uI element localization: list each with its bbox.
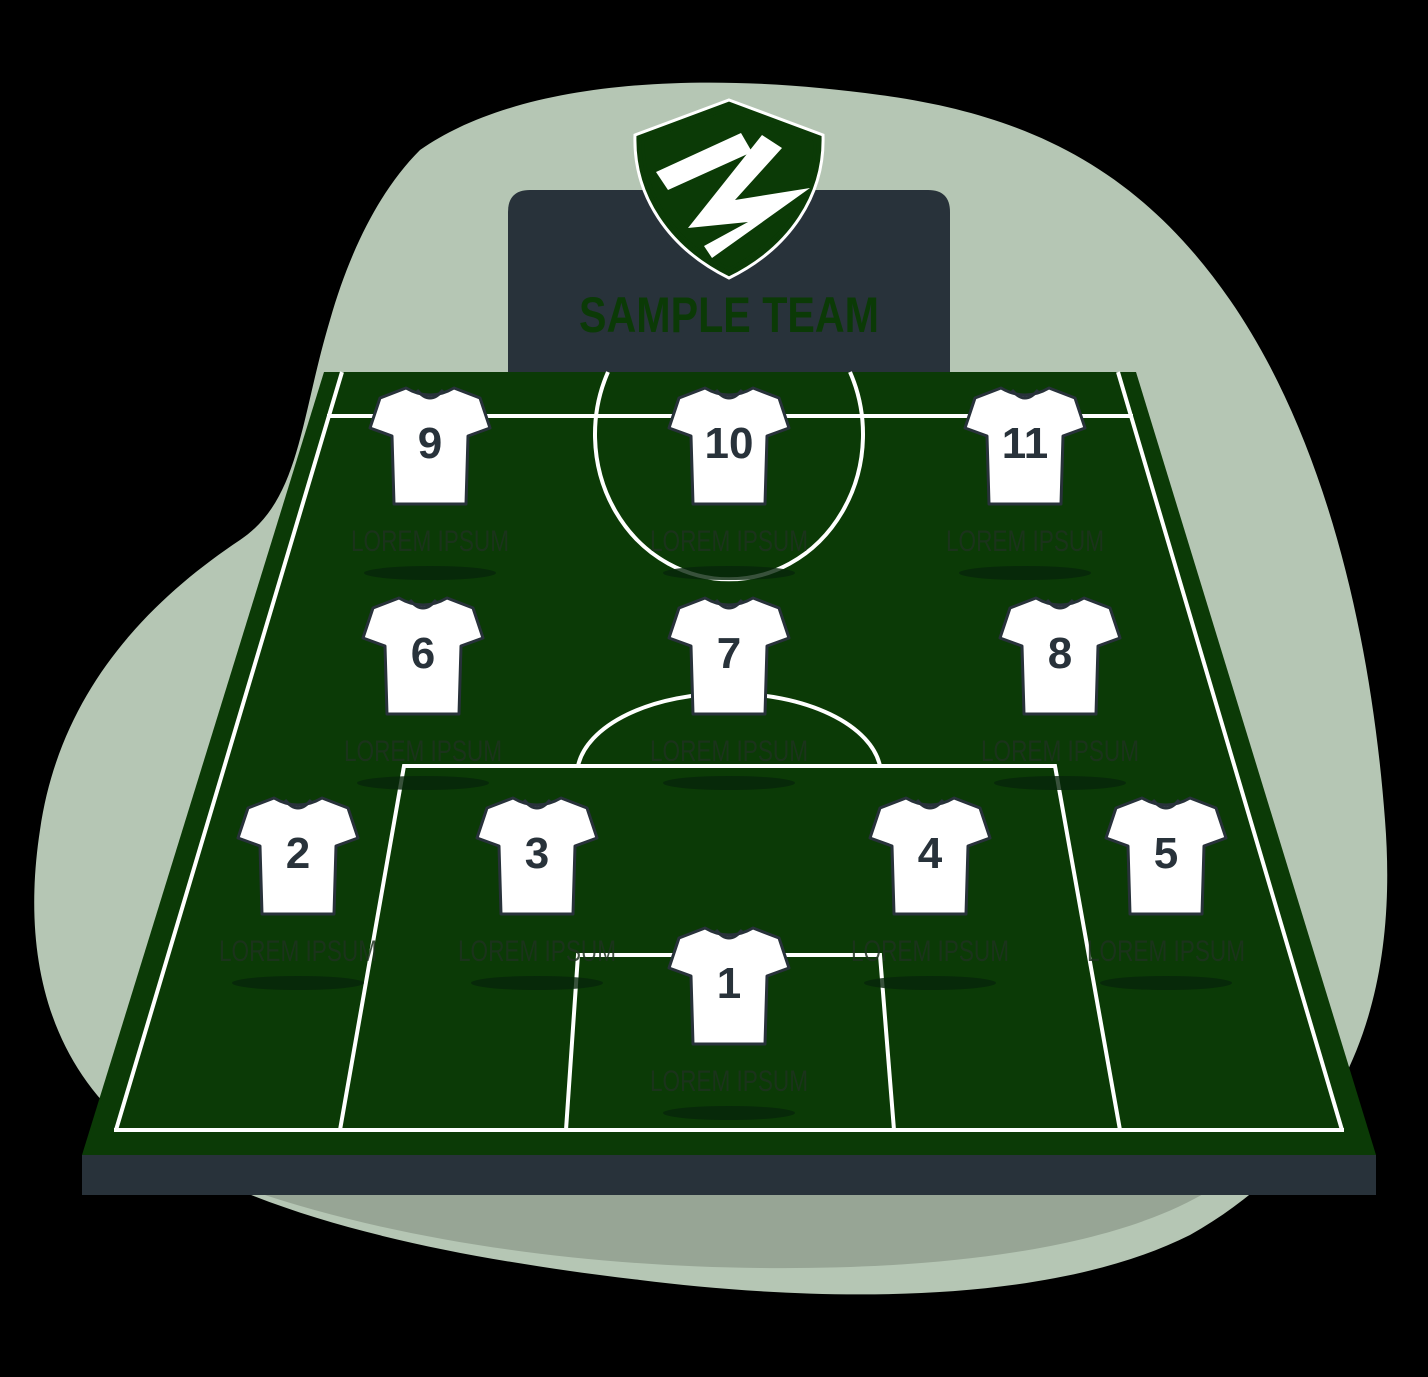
jersey-number: 7 [717, 629, 741, 678]
jersey-number: 5 [1154, 829, 1178, 878]
jersey-number: 11 [1002, 419, 1049, 468]
shield-crest-icon [633, 98, 825, 280]
jersey-number: 9 [418, 419, 442, 468]
player-6: LOREM IPSUM 6 [344, 596, 502, 790]
player-shadow [471, 976, 603, 990]
penalty-box [338, 764, 1122, 1131]
player-name: LOREM IPSUM [851, 935, 1009, 968]
player-shadow [1100, 976, 1232, 990]
jersey-collar [408, 599, 438, 610]
jersey-number: 10 [705, 419, 754, 468]
player-7: LOREM IPSUM 7 [650, 596, 808, 790]
jersey-collar [415, 389, 445, 400]
jersey-collar [714, 389, 744, 400]
jersey-number: 2 [286, 829, 310, 878]
player-3: LOREM IPSUM 3 [458, 796, 616, 990]
player-name: LOREM IPSUM [458, 935, 616, 968]
player-4: LOREM IPSUM 4 [851, 796, 1009, 990]
player-9: LOREM IPSUM 9 [351, 386, 509, 580]
jersey-collar [1151, 799, 1181, 810]
player-name: LOREM IPSUM [650, 1065, 808, 1098]
touchline-left [114, 371, 344, 1131]
player-shadow [663, 566, 795, 580]
player-name: LOREM IPSUM [650, 525, 808, 558]
player-shadow [959, 566, 1091, 580]
player-shadow [357, 776, 489, 790]
player-shadow [864, 976, 996, 990]
jersey-collar [522, 799, 552, 810]
player-8: LOREM IPSUM 8 [981, 596, 1139, 790]
team-board [508, 190, 950, 380]
player-10: LOREM IPSUM 10 [650, 386, 808, 580]
player-shadow [994, 776, 1126, 790]
jersey-number: 8 [1048, 629, 1072, 678]
team-name: SAMPLE TEAM [579, 287, 879, 343]
player-name: LOREM IPSUM [351, 525, 509, 558]
player-shadow [232, 976, 364, 990]
touchline-right [1116, 371, 1344, 1131]
player-name: LOREM IPSUM [650, 735, 808, 768]
player-name: LOREM IPSUM [981, 735, 1139, 768]
player-name: LOREM IPSUM [1087, 935, 1245, 968]
player-shadow [364, 566, 496, 580]
jersey-number: 4 [918, 829, 943, 878]
blob-shadow [250, 1190, 1210, 1269]
jersey-number: 3 [525, 829, 549, 878]
player-shadow [663, 776, 795, 790]
player-2: LOREM IPSUM 2 [219, 796, 377, 990]
jersey-number: 1 [717, 959, 741, 1008]
jersey-collar [1010, 389, 1040, 400]
player-name: LOREM IPSUM [219, 935, 377, 968]
jersey-number: 6 [411, 629, 435, 678]
jersey-collar [283, 799, 313, 810]
player-1: LOREM IPSUM 1 [650, 926, 808, 1120]
jersey-collar [915, 799, 945, 810]
pitch-edge [82, 1155, 1376, 1195]
player-11: LOREM IPSUM 11 [946, 386, 1104, 580]
player-name: LOREM IPSUM [946, 525, 1104, 558]
jersey-collar [1045, 599, 1075, 610]
jersey-collar [714, 599, 744, 610]
player-name: LOREM IPSUM [344, 735, 502, 768]
player-shadow [663, 1106, 795, 1120]
jersey-collar [714, 929, 744, 940]
player-5: LOREM IPSUM 5 [1087, 796, 1245, 990]
